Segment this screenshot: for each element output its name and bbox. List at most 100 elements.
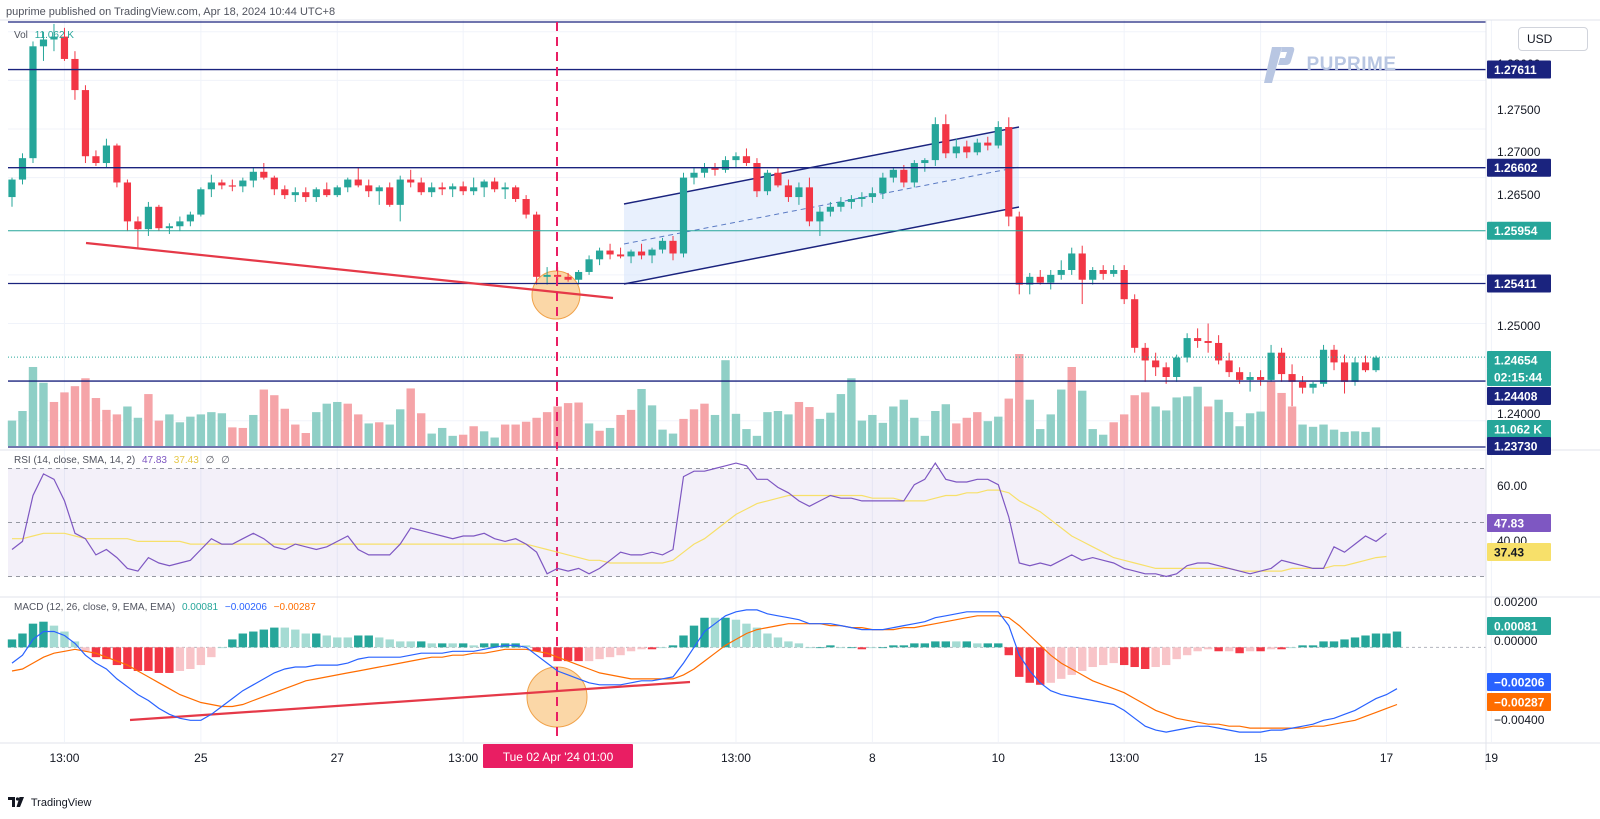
macd-hist-bar: [889, 645, 898, 648]
price-tag: 1.27611: [1494, 63, 1537, 77]
time-axis-label: 13:00: [49, 751, 79, 765]
macd-hist-bar: [868, 647, 877, 649]
macd-hist-bar: [102, 647, 111, 660]
candle-body: [281, 189, 289, 196]
volume-bar: [1235, 426, 1244, 446]
volume-bar: [595, 430, 604, 446]
volume-bar: [396, 409, 405, 446]
volume-bar: [742, 429, 751, 446]
candle-body: [1309, 383, 1317, 388]
candle-body: [795, 187, 803, 198]
candle-body: [1288, 374, 1296, 382]
candle-body: [522, 199, 530, 215]
volume-bar: [385, 424, 394, 446]
candle-body: [910, 163, 918, 183]
candle-body: [81, 90, 90, 157]
candle-body: [763, 172, 772, 192]
volume-bar: [1340, 431, 1349, 446]
candle-body: [574, 271, 583, 280]
candle-body: [102, 145, 111, 164]
macd-hist-bar: [1371, 633, 1381, 648]
candle-body: [742, 156, 751, 164]
candle-body: [176, 221, 184, 227]
volume-bar: [532, 417, 541, 446]
macd-hist-bar: [1392, 631, 1402, 648]
price-tag: 11.062 K: [1494, 423, 1542, 437]
candle-body: [627, 251, 635, 257]
time-axis-label: 8: [869, 751, 876, 765]
candle-body: [648, 249, 656, 256]
macd-hist-bar: [521, 645, 531, 648]
candle-body: [616, 254, 625, 257]
volume-bar: [7, 420, 17, 446]
candle-body: [543, 274, 551, 277]
rsi-ma-line: [12, 489, 1387, 572]
macd-hist-bar: [878, 647, 888, 649]
volume-bar: [469, 426, 478, 446]
volume-bar: [249, 414, 258, 446]
price-tag-bg: [1487, 420, 1551, 438]
volume-bar: [1057, 389, 1066, 446]
rsi-pane: [8, 461, 1486, 578]
macd-hist-bar: [238, 633, 248, 648]
candle-body: [1057, 270, 1065, 275]
grid: [8, 20, 1492, 742]
macd-hist-bar: [1329, 641, 1339, 648]
candle-body: [39, 39, 48, 47]
time-axis-label: 13:00: [721, 751, 751, 765]
macd-hist-bar: [553, 647, 562, 662]
volume-bar: [291, 424, 300, 446]
candle-body: [1351, 362, 1359, 382]
volume-bar: [773, 411, 783, 446]
volume-bar: [1015, 354, 1024, 446]
macd-hist-bar: [983, 643, 992, 648]
volume-bar: [458, 434, 468, 446]
volume-bars: [7, 354, 1381, 446]
volume-bar: [542, 412, 552, 446]
volume-bar: [1224, 412, 1234, 446]
publish-info: puprime published on TradingView.com, Ap…: [6, 6, 336, 18]
candle-body: [826, 206, 834, 212]
volume-bar: [521, 421, 531, 446]
macd-hist-bar: [217, 647, 227, 649]
currency-selector[interactable]: USD: [1518, 27, 1588, 51]
horizontal-levels: [8, 68, 1486, 448]
macd-hist-bar: [658, 647, 667, 649]
crosshair-time-bg: [483, 744, 633, 768]
macd-hist-bar: [312, 633, 321, 648]
candle-body: [1120, 270, 1128, 300]
candle-body: [700, 167, 709, 173]
candle-body: [207, 182, 215, 190]
macd-hist-bar: [721, 617, 730, 648]
volume-bar: [354, 414, 363, 446]
candle-body: [354, 179, 362, 186]
macd-hist-bar: [1203, 647, 1213, 650]
candle-body: [606, 250, 614, 255]
volume-bar: [406, 388, 415, 446]
macd-hist-bar: [647, 647, 657, 650]
macd-hist-bar: [1151, 647, 1160, 668]
drawings-front: [8, 21, 1486, 742]
macd-hist-bar: [1078, 647, 1087, 671]
macd-hist-bar: [784, 641, 793, 648]
candle-body: [386, 187, 394, 205]
macd-hist-bar: [962, 641, 971, 648]
time-axis-label: 15: [1254, 751, 1268, 765]
candle-body: [858, 197, 866, 200]
macd-legend: MACD (12, 26, close, 9, EMA, EMA) 0.0008…: [14, 602, 316, 613]
tradingview-icon: [8, 797, 24, 807]
macd-hist-bar: [574, 647, 583, 662]
volume-bar: [500, 424, 510, 446]
macd-hist-bar: [1350, 637, 1360, 648]
candle-body: [637, 251, 646, 256]
volume-bar: [1036, 429, 1045, 446]
macd-hist-bar: [626, 647, 636, 652]
macd-hist-bar: [584, 647, 594, 662]
macd-hist-bar: [469, 645, 478, 648]
volume-bar: [679, 418, 688, 446]
macd-hist-bar: [479, 643, 489, 648]
rsi-empty-1: ∅: [205, 455, 215, 466]
candle-body: [375, 187, 383, 192]
volume-bar: [973, 412, 982, 446]
